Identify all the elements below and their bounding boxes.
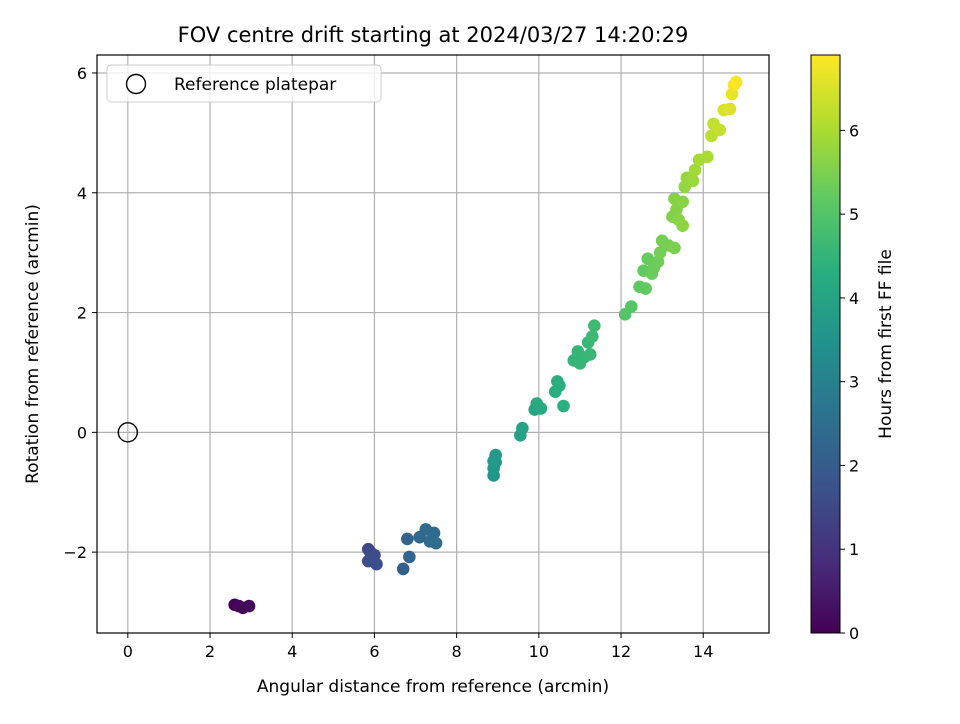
data-point: [557, 399, 570, 413]
y-tick-label: 6: [77, 64, 87, 83]
data-point: [639, 282, 652, 295]
data-point: [723, 102, 737, 116]
colorbar-tick-label: 2: [849, 456, 859, 475]
legend-reference-marker: [125, 73, 147, 95]
legend-box: [106, 64, 382, 103]
colorbar: 0 1 2 3 4 5 6 Hours from first FF file: [810, 54, 896, 643]
data-point: [427, 526, 441, 540]
data-point: [676, 219, 689, 233]
reference-marker-layer: [117, 422, 139, 443]
colorbar-label: Hours from first FF file: [876, 249, 896, 439]
plot-frame: [96, 54, 770, 634]
data-point: [701, 150, 714, 164]
data-point: [401, 532, 414, 546]
x-tick-label: 8: [452, 642, 462, 661]
data-point: [668, 241, 681, 255]
legend: Reference platepar: [106, 64, 382, 103]
data-point: [585, 330, 599, 343]
colorbar-gradient: [811, 55, 840, 633]
data-point: [429, 536, 443, 550]
x-axis-ticks: 0 2 4 6 8 10 12 14: [123, 633, 713, 661]
colorbar-tick-label: 5: [849, 205, 859, 224]
data-point: [553, 379, 566, 392]
data-point: [242, 599, 256, 613]
data-point: [487, 454, 500, 468]
x-tick-label: 4: [287, 642, 297, 661]
legend-entry-reference: Reference platepar: [174, 75, 336, 95]
colorbar-tick-label: 0: [849, 624, 859, 643]
data-point: [713, 123, 726, 137]
chart-title: FOV centre drift starting at 2024/03/27 …: [178, 23, 689, 47]
y-tick-label: −2: [63, 543, 87, 562]
colorbar-tick-label: 3: [849, 373, 859, 392]
x-tick-label: 10: [529, 642, 549, 661]
colorbar-tick-label: 6: [849, 121, 859, 140]
data-point: [686, 174, 700, 188]
colorbar-tick-label: 1: [849, 540, 859, 559]
y-tick-label: 4: [77, 184, 87, 203]
data-point: [232, 599, 246, 613]
y-axis-label: Rotation from reference (arcmin): [23, 204, 43, 484]
reference-platepar-marker: [117, 422, 139, 443]
data-point: [625, 300, 638, 313]
x-tick-label: 0: [123, 642, 133, 661]
y-axis-ticks: −2 0 2 4 6: [63, 64, 97, 562]
grid: [97, 55, 769, 633]
data-point: [676, 195, 689, 209]
x-tick-label: 6: [369, 642, 379, 661]
data-point: [396, 562, 410, 576]
data-point: [534, 402, 548, 415]
data-points: [228, 75, 743, 615]
colorbar-ticks: 0 1 2 3 4 5 6: [840, 121, 859, 643]
colorbar-tick-label: 4: [849, 289, 859, 308]
x-tick-label: 14: [693, 642, 713, 661]
x-tick-label: 12: [611, 642, 631, 661]
data-point: [641, 252, 655, 265]
data-point: [729, 75, 743, 89]
data-point: [588, 319, 601, 333]
data-point: [688, 163, 702, 177]
x-axis-label: Angular distance from reference (arcmin): [257, 677, 609, 697]
data-point: [653, 246, 667, 259]
y-tick-label: 2: [77, 304, 87, 323]
x-tick-label: 2: [205, 642, 215, 661]
data-point: [583, 348, 597, 361]
colorbar-frame: [810, 54, 841, 634]
data-point: [516, 421, 529, 435]
data-point: [403, 550, 416, 564]
data-point: [370, 557, 383, 571]
y-tick-label: 0: [77, 423, 87, 442]
